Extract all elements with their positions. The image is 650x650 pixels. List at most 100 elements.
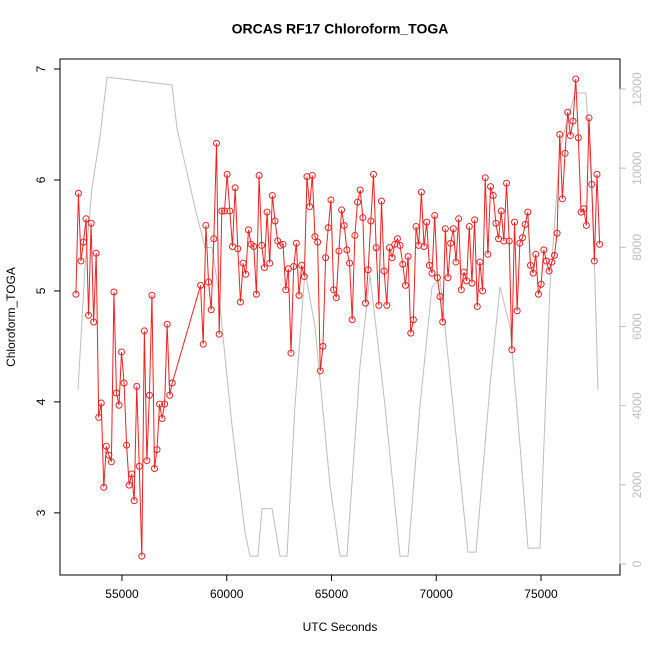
data-point — [489, 191, 497, 199]
data-point — [396, 241, 404, 249]
data-point — [362, 299, 370, 307]
data-point — [511, 218, 519, 226]
data-point — [330, 286, 338, 294]
data-point — [263, 208, 271, 216]
data-point — [271, 217, 279, 225]
data-point — [417, 188, 425, 196]
x-tick-label: 60000 — [210, 587, 244, 601]
data-point — [391, 240, 399, 248]
data-point — [314, 238, 322, 246]
data-point — [202, 221, 210, 229]
data-point — [125, 481, 133, 489]
data-point — [252, 290, 260, 298]
data-point — [239, 259, 247, 267]
y2-tick-label: 6000 — [630, 313, 644, 340]
data-point — [377, 197, 385, 205]
data-point — [441, 225, 449, 233]
y2-tick-label: 0 — [630, 560, 644, 567]
data-point — [343, 246, 351, 254]
data-point — [268, 191, 276, 199]
data-point — [518, 234, 526, 242]
data-point — [553, 229, 561, 237]
data-point — [449, 225, 457, 233]
data-point — [300, 272, 308, 280]
data-point — [409, 316, 417, 324]
data-point — [369, 170, 377, 178]
data-point — [380, 267, 388, 275]
data-point — [218, 207, 226, 215]
data-point — [415, 241, 423, 249]
data-point — [282, 286, 290, 294]
data-point — [135, 462, 143, 470]
data-line — [75, 78, 601, 557]
data-point — [420, 243, 428, 251]
data-point — [346, 259, 354, 267]
y-tick-label: 3 — [34, 509, 48, 516]
data-point — [130, 497, 138, 505]
data-point — [423, 218, 431, 226]
data-point — [100, 483, 108, 491]
data-point — [385, 244, 393, 252]
data-point — [532, 250, 540, 258]
data-point — [234, 245, 242, 253]
data-point — [593, 170, 601, 178]
data-point — [455, 215, 463, 223]
data-point — [585, 114, 593, 122]
data-point — [290, 263, 298, 271]
data-point — [428, 269, 436, 277]
data-point — [148, 291, 156, 299]
data-point — [335, 247, 343, 255]
y-tick-label: 5 — [34, 287, 48, 294]
data-point — [383, 301, 391, 309]
data-point — [364, 266, 372, 274]
data-point — [548, 258, 556, 266]
x-tick-label: 75000 — [524, 587, 558, 601]
data-point — [460, 268, 468, 276]
data-point — [481, 174, 489, 182]
data-point — [367, 217, 375, 225]
data-point — [348, 316, 356, 324]
data-point — [425, 261, 433, 269]
data-point — [316, 367, 324, 375]
data-point — [444, 274, 452, 282]
x-tick-label: 65000 — [315, 587, 349, 601]
data-point — [564, 108, 572, 116]
x-tick-label: 55000 — [105, 587, 139, 601]
data-point — [221, 207, 229, 215]
data-point — [266, 259, 274, 267]
data-point — [540, 246, 548, 254]
data-point — [452, 258, 460, 266]
data-point — [433, 274, 441, 282]
y2-tick-label: 10000 — [630, 151, 644, 185]
y-tick-label: 4 — [34, 398, 48, 405]
data-point — [322, 254, 330, 262]
chart-title: ORCAS RF17 Chloroform_TOGA — [232, 21, 449, 37]
data-point — [223, 170, 231, 178]
data-point — [372, 244, 380, 252]
data-point — [500, 237, 508, 245]
x-tick-label: 70000 — [420, 587, 454, 601]
data-point — [161, 400, 169, 408]
data-point — [138, 552, 146, 560]
data-point — [242, 270, 250, 278]
data-point — [550, 251, 558, 259]
data-point — [295, 291, 303, 299]
data-point — [120, 379, 128, 387]
data-point — [260, 264, 268, 272]
data-point — [140, 327, 148, 335]
plot-frame — [59, 58, 621, 576]
data-point — [516, 239, 524, 247]
data-point — [143, 457, 151, 465]
data-point — [205, 278, 213, 286]
data-point — [197, 281, 205, 289]
data-point — [324, 224, 332, 232]
data-point — [580, 205, 588, 213]
data-point — [258, 241, 266, 249]
data-point — [529, 269, 537, 277]
data-point — [476, 258, 484, 266]
data-point — [566, 132, 574, 140]
data-point — [115, 401, 123, 409]
data-point — [588, 180, 596, 188]
data-point — [542, 257, 550, 265]
